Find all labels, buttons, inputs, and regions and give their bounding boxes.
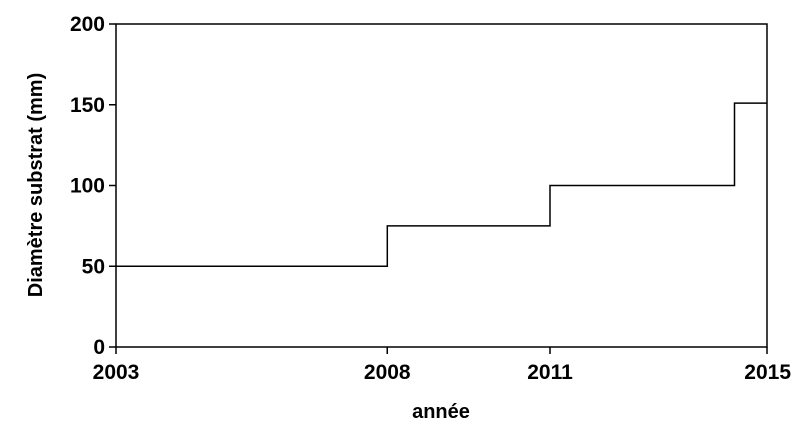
series-line [116, 102, 767, 268]
y-tick-label: 150 [70, 94, 105, 117]
x-tick-label: 2011 [527, 361, 573, 384]
y-tick-label: 200 [70, 13, 105, 36]
x-axis-title: année [412, 401, 470, 423]
y-tick-label: 100 [70, 175, 105, 198]
y-axis-title: Diamètre substrat (mm) [25, 73, 47, 298]
x-tick-label: 2003 [93, 361, 140, 384]
x-tick-label: 2015 [744, 361, 791, 384]
x-tick-label: 2008 [364, 361, 411, 384]
y-tick-label: 50 [82, 255, 105, 278]
x-axis-ticks: 2003 2008 2011 2015 [93, 347, 791, 384]
y-tick-label: 0 [93, 336, 105, 359]
y-axis-ticks: 0 50 100 150 200 [70, 13, 116, 359]
